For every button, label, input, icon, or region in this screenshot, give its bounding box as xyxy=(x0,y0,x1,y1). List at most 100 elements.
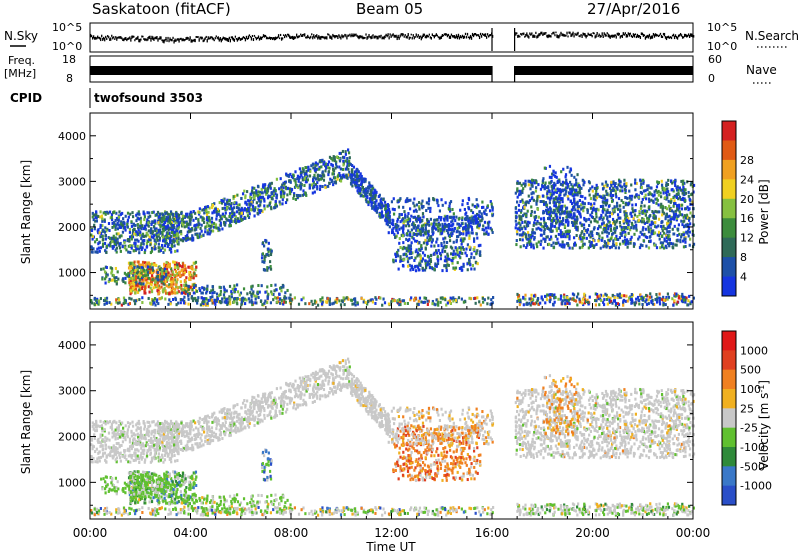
power-cell xyxy=(620,294,623,298)
power-cell xyxy=(443,240,446,244)
power-cell xyxy=(591,189,594,193)
nsky-sample xyxy=(401,33,403,37)
power-cell xyxy=(426,254,430,258)
power-cell xyxy=(599,297,602,301)
power-cell xyxy=(661,204,664,208)
power-cell xyxy=(171,228,175,232)
power-cell xyxy=(110,269,114,273)
power-cell xyxy=(655,225,658,229)
power-cell xyxy=(126,225,129,229)
power-cell xyxy=(634,188,637,192)
power-cell xyxy=(529,213,533,217)
power-cell xyxy=(690,181,693,185)
nsky-sample xyxy=(427,35,429,38)
power-cell xyxy=(417,201,421,205)
power-cell xyxy=(130,224,134,228)
power-cell xyxy=(675,188,679,192)
power-cell xyxy=(197,296,200,300)
nsky-sample xyxy=(660,34,663,38)
power-cell xyxy=(155,268,159,272)
power-cell xyxy=(625,238,629,242)
nsky-sample xyxy=(170,38,172,42)
power-cell xyxy=(101,242,105,246)
power-cell xyxy=(583,180,586,184)
nsky-sample xyxy=(348,34,350,37)
power-cell xyxy=(327,184,330,188)
nsky-sample xyxy=(438,36,441,40)
power-cell xyxy=(115,282,118,286)
power-cell xyxy=(421,251,425,255)
power-cell xyxy=(532,223,535,227)
nsky-sample xyxy=(431,33,433,37)
power-cell xyxy=(516,189,519,193)
power-cell xyxy=(111,245,114,249)
nsky-sample xyxy=(378,35,380,38)
power-cell xyxy=(440,242,443,246)
power-cell xyxy=(579,215,582,219)
power-cell xyxy=(523,205,526,209)
power-cell xyxy=(641,298,644,302)
power-cell xyxy=(91,237,94,241)
power-cell xyxy=(122,280,125,284)
power-cell xyxy=(688,294,691,298)
power-cell xyxy=(573,223,577,227)
power-cell xyxy=(144,278,147,282)
power-cell xyxy=(566,242,569,246)
power-cell xyxy=(408,246,411,250)
power-cell xyxy=(692,296,695,300)
nsky-sample xyxy=(110,37,112,41)
power-cell xyxy=(182,291,185,295)
power-cell xyxy=(148,211,151,215)
power-cell xyxy=(134,288,138,292)
nsky-sample xyxy=(648,33,651,37)
power-cell xyxy=(463,217,467,221)
power-cell xyxy=(680,203,684,207)
power-cell xyxy=(675,302,678,306)
power-cell xyxy=(554,201,557,205)
power-cell xyxy=(580,231,583,235)
power-cell xyxy=(640,220,644,224)
power-cell xyxy=(547,293,550,297)
power-cell xyxy=(148,271,152,275)
power-cell xyxy=(615,220,618,224)
power-cell xyxy=(669,241,673,245)
power-cell xyxy=(134,302,137,306)
power-cell xyxy=(174,219,177,223)
power-cell xyxy=(167,243,170,247)
power-cell xyxy=(574,208,577,212)
nsky-sample xyxy=(232,37,235,41)
power-cell xyxy=(531,196,534,200)
power-cell xyxy=(618,179,621,183)
power-cell xyxy=(641,244,644,248)
power-cell xyxy=(563,188,567,192)
power-cell xyxy=(634,209,637,213)
power-cell xyxy=(672,210,675,214)
power-cell xyxy=(396,254,400,258)
power-cell xyxy=(107,222,111,226)
power-cell xyxy=(210,289,213,293)
power-cell xyxy=(409,298,412,302)
power-cell xyxy=(571,246,574,250)
power-cell xyxy=(581,301,584,305)
nsky-sample xyxy=(267,37,270,40)
power-cell xyxy=(601,204,605,208)
nsky-sample xyxy=(435,33,438,37)
power-cell xyxy=(605,243,608,247)
nsky-sample xyxy=(273,37,276,41)
power-cell xyxy=(470,267,473,271)
power-cell xyxy=(397,205,401,209)
power-cell xyxy=(195,274,198,278)
power-cell xyxy=(606,223,609,227)
power-cell xyxy=(551,293,554,297)
power-cell xyxy=(529,180,532,184)
power-cell xyxy=(144,234,147,238)
power-cell xyxy=(598,194,601,198)
power-cell xyxy=(122,296,126,300)
power-cell xyxy=(407,239,410,243)
power-cell xyxy=(342,296,345,300)
power-cell xyxy=(106,227,109,231)
power-cell xyxy=(588,295,591,299)
power-cell xyxy=(90,229,94,233)
power-cell xyxy=(183,283,186,287)
power-cell xyxy=(671,242,675,246)
